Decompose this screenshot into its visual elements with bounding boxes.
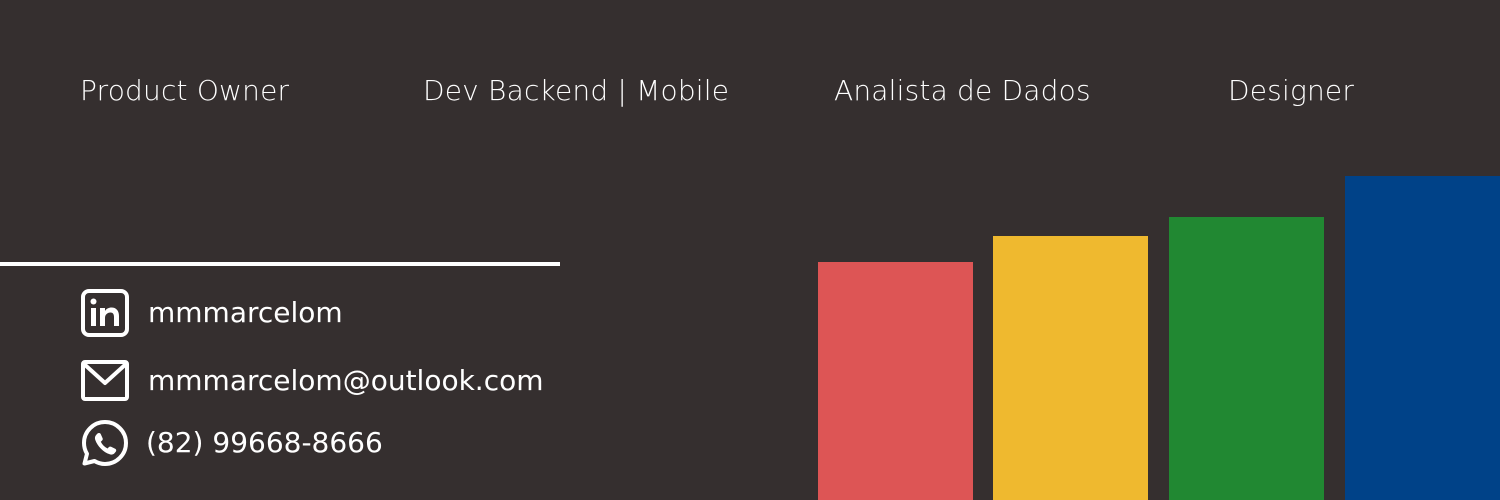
- blue-bar: [1345, 176, 1500, 500]
- role-dev-backend-mobile: Dev Backend | Mobile: [423, 74, 730, 107]
- mail-icon: [80, 356, 130, 406]
- divider-line: [0, 262, 560, 266]
- role-designer: Designer: [1228, 74, 1355, 107]
- yellow-bar: [993, 236, 1148, 500]
- role-product-owner: Product Owner: [80, 74, 290, 107]
- phone-number: (82) 99668-8666: [146, 426, 383, 459]
- linkedin-icon: [80, 288, 130, 338]
- whatsapp-icon: [80, 418, 130, 468]
- phone-contact[interactable]: (82) 99668-8666: [80, 418, 383, 468]
- linkedin-contact[interactable]: mmmarcelom: [80, 288, 343, 338]
- email-address: mmmarcelom@outlook.com: [148, 364, 544, 397]
- email-contact[interactable]: mmmarcelom@outlook.com: [80, 356, 544, 406]
- role-analista-de-dados: Analista de Dados: [834, 74, 1091, 107]
- red-bar: [818, 262, 973, 500]
- linkedin-handle: mmmarcelom: [148, 296, 343, 329]
- green-bar: [1169, 217, 1324, 500]
